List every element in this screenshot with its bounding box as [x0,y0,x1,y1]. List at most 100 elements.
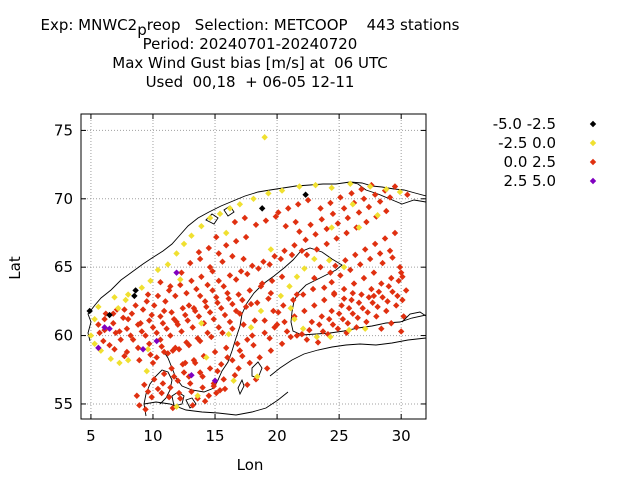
data-point [229,325,236,332]
data-point [354,314,361,321]
data-point [167,332,174,339]
data-point [222,344,230,352]
data-point [230,377,237,384]
data-point [226,205,234,212]
data-point [224,289,231,297]
data-point [178,269,185,276]
data-point [183,339,190,346]
data-point [158,389,165,397]
data-point [311,274,318,282]
data-point [290,296,297,304]
data-point [177,281,184,289]
data-point [123,348,131,356]
data-point [138,328,146,335]
data-point [334,325,342,332]
data-point [106,341,113,349]
data-point [123,325,131,332]
data-point [247,300,255,308]
data-point [231,372,239,379]
data-point [355,224,363,231]
data-point [146,340,153,347]
data-point [222,229,230,237]
data-point [159,380,167,387]
data-point [225,331,232,338]
data-point [360,195,368,202]
data-point [364,309,371,316]
data-point [191,359,199,367]
data-point [87,332,95,339]
data-point [251,317,258,324]
data-point [151,302,158,309]
data-point [386,194,394,201]
data-point [340,263,348,271]
data-point [275,209,282,216]
data-point [184,317,191,324]
data-point [318,313,325,320]
data-point [174,321,181,328]
data-point [306,326,313,334]
x-tick-label: 10 [143,427,162,445]
data-point [97,347,105,354]
data-point [247,324,255,331]
data-point [389,288,396,296]
data-point [111,294,118,301]
data-point [314,339,322,346]
data-point [359,305,366,312]
data-point [267,347,275,354]
data-point [385,283,392,290]
y-tick-label: 60 [54,327,73,345]
data-point [136,356,143,364]
data-point [244,336,251,343]
data-point [86,307,93,315]
data-point [136,402,143,409]
data-point [180,369,188,376]
data-point [211,348,219,356]
x-tick-label: 15 [205,427,224,445]
data-point [278,187,286,194]
data-point [323,240,330,248]
data-point [378,280,385,287]
data-point [317,205,324,212]
data-point [237,268,245,275]
data-point [301,307,308,315]
data-point [361,325,369,332]
y-tick-label: 70 [54,190,73,208]
data-point [173,403,180,410]
legend-entry-marker [589,139,597,147]
data-point [210,382,217,390]
data-point [153,329,160,337]
data-point [374,303,381,311]
data-point [121,352,128,360]
data-point [333,235,340,242]
data-point [328,307,335,315]
data-point [96,329,103,337]
data-point [254,373,261,380]
data-point [262,217,270,224]
data-point [393,302,400,309]
data-point [148,393,155,401]
data-point [213,294,220,301]
coastline-kola [349,181,426,205]
chart-title-line-4: Used 00,18 + 06-05 12-11 [145,73,355,91]
data-point [355,299,363,306]
data-point [263,365,271,372]
data-point [383,207,390,215]
data-point [131,292,138,300]
data-point [282,222,289,230]
data-point [371,191,379,198]
data-point [327,269,334,276]
y-axis-label: Lat [6,256,24,280]
data-point [241,214,249,222]
data-point [178,328,185,335]
data-point [219,329,226,337]
data-point [203,303,210,311]
data-point [211,377,219,384]
data-point [347,266,354,274]
data-point [193,285,200,293]
data-point [329,210,337,218]
data-point [353,324,360,331]
data-point [360,274,368,282]
data-point [236,201,244,208]
legend-entry-label: -2.5 0.0 [498,134,556,152]
data-point [343,229,350,237]
